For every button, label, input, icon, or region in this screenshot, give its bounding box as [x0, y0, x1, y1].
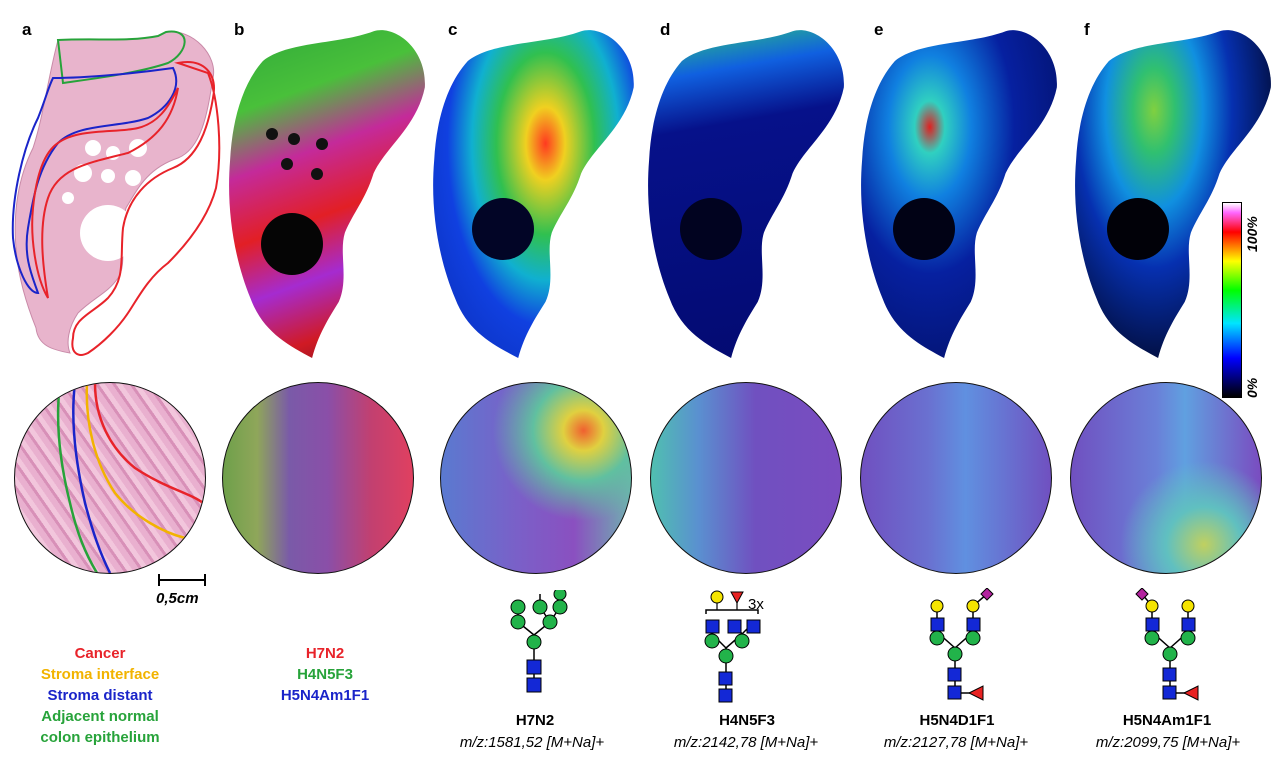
- scale-bar: [158, 574, 206, 586]
- glycan-structure-h7n2: [510, 590, 568, 693]
- glycan-structure-h5n4d1f1: [929, 588, 994, 701]
- tissue-hole: [316, 138, 328, 150]
- overlay-legend-blue: H5N4Am1F1: [280, 687, 370, 704]
- glycan-mz-h4n5f3: m/z:2142,78 [M+Na]+: [673, 734, 819, 751]
- zoom-h5n4am1f1-circle: [1070, 382, 1262, 574]
- glycan-mz-h5n4am1f1: m/z:2099,75 [M+Na]+: [1095, 734, 1241, 751]
- tissue-hole: [281, 158, 293, 170]
- intensity-colorbar: [1222, 202, 1242, 398]
- rgb-overlay-image: [226, 28, 431, 358]
- panel-label-a: a: [22, 20, 32, 39]
- glycan-mz-h5n4d1f1: m/z:2127,78 [M+Na]+: [883, 734, 1029, 751]
- overlay-legend-red: H7N2: [305, 645, 345, 662]
- tissue-hole: [288, 133, 300, 145]
- zoom-he-circle: [14, 382, 206, 574]
- legend-adjacent-normal: Adjacent normal: [41, 708, 159, 725]
- zoom-rgb-circle: [222, 382, 414, 574]
- tissue-hole: [680, 198, 742, 260]
- panel-label-f: f: [1084, 20, 1090, 39]
- panel-label-b: b: [234, 20, 245, 39]
- zoom-h4n5f3-circle: [650, 382, 842, 574]
- glycan-name-h5n4d1f1: H5N4D1F1: [919, 712, 995, 729]
- heatmap-h4n5f3: [645, 28, 850, 358]
- glycan-structure-h4n5f3: [704, 590, 761, 703]
- tissue-hole: [893, 198, 955, 260]
- tissue-hole: [266, 128, 278, 140]
- tissue-hole: [311, 168, 323, 180]
- glycan-structure-h5n4am1f1: [1135, 588, 1199, 701]
- zoom-h7n2-circle: [440, 382, 632, 574]
- glycan-mz-h7n2: m/z:1581,52 [M+Na]+: [459, 734, 605, 751]
- glycan-name-h5n4am1f1: H5N4Am1F1: [1122, 712, 1212, 729]
- panel-label-d: d: [660, 20, 671, 39]
- heatmap-h7n2: [430, 28, 640, 358]
- he-tissue-section: [11, 30, 221, 356]
- colorbar-max-label: 100%: [1244, 216, 1260, 252]
- tissue-hole: [261, 213, 323, 275]
- legend-stroma-distant: Stroma distant: [47, 687, 153, 704]
- glycan-name-h4n5f3: H4N5F3: [719, 712, 775, 729]
- legend-cancer: Cancer: [74, 645, 126, 662]
- panel-label-e: e: [874, 20, 884, 39]
- legend-stroma-interface: Stroma interface: [40, 666, 160, 683]
- scale-bar-label: 0,5cm: [156, 590, 199, 607]
- colorbar-min-label: 0%: [1244, 377, 1260, 398]
- legend-colon-epithelium: colon epithelium: [40, 729, 160, 746]
- tissue-hole: [1107, 198, 1169, 260]
- fucose-multiplier: 3x: [748, 596, 764, 613]
- overlay-legend-green: H4N5F3: [297, 666, 353, 683]
- zoom-h5n4d1f1-circle: [860, 382, 1052, 574]
- panel-label-c: c: [448, 20, 458, 39]
- heatmap-h5n4am1f1: [1072, 28, 1277, 358]
- glycan-name-h7n2: H7N2: [515, 712, 555, 729]
- tissue-hole: [472, 198, 534, 260]
- heatmap-h5n4d1f1: [858, 28, 1063, 358]
